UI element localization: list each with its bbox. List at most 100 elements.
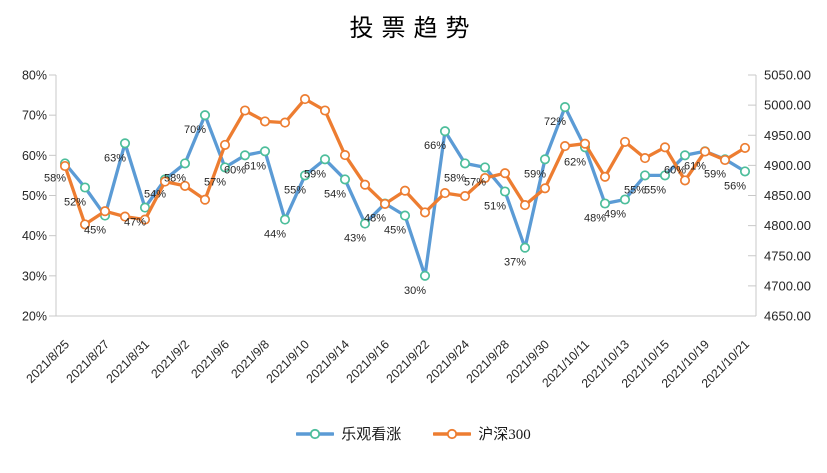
data-label: 54%: [324, 188, 346, 200]
data-point-marker: [559, 141, 571, 152]
y-axis-left-tick-label: 70%: [22, 109, 47, 123]
data-point-marker: [679, 175, 691, 186]
data-point-marker: [679, 150, 691, 161]
data-label: 59%: [304, 168, 326, 180]
data-point-marker: [259, 116, 271, 127]
data-point-marker: [499, 168, 511, 179]
data-label: 52%: [64, 196, 86, 208]
data-point-marker: [339, 150, 351, 161]
y-axis-right-tick-label: 5000.00: [764, 98, 811, 113]
data-point-marker: [339, 174, 351, 185]
data-point-marker: [359, 218, 371, 229]
y-axis-left-tick-label: 50%: [22, 189, 47, 203]
legend-label: 沪深300: [478, 427, 531, 443]
data-point-marker: [519, 200, 531, 211]
data-labels: 58%52%45%63%47%54%58%70%57%60%61%44%55%5…: [44, 116, 746, 297]
y-axis-right-tick-label: 4700.00: [764, 278, 811, 293]
data-point-marker: [279, 117, 291, 128]
legend: 乐观看涨 沪深300: [0, 423, 827, 444]
data-point-marker: [179, 180, 191, 191]
data-point-marker: [59, 160, 71, 172]
data-point-marker: [499, 186, 511, 197]
data-point-marker: [519, 242, 531, 253]
data-point-marker: [79, 182, 91, 193]
x-axis-tick-label: 2021/9/6: [188, 337, 232, 381]
data-point-marker: [99, 206, 111, 217]
legend-item-optimistic: 乐观看涨: [296, 423, 401, 444]
data-label: 44%: [264, 229, 286, 241]
data-label: 61%: [684, 160, 706, 172]
data-point-marker: [139, 202, 151, 213]
x-axis-tick-label: 2021/9/2: [148, 337, 192, 381]
data-point-marker: [219, 162, 231, 173]
data-label: 43%: [344, 233, 366, 245]
series-hs300: [59, 94, 751, 230]
data-point-marker: [479, 172, 491, 184]
data-point-marker: [699, 146, 711, 157]
data-label: 60%: [224, 164, 246, 176]
data-label: 55%: [284, 184, 306, 196]
data-label: 66%: [424, 140, 446, 152]
y-axis-right-tick-label: 5050.00: [764, 68, 811, 83]
y-axis-left-tick-label: 30%: [22, 269, 47, 283]
data-label: 58%: [164, 172, 186, 184]
y-axis-left-tick-label: 20%: [22, 310, 47, 324]
y-axis-left: 80% 70% 60% 50% 40% 30% 20%: [22, 69, 56, 324]
data-point-marker: [139, 214, 151, 225]
data-point-marker: [459, 158, 471, 169]
x-axis-tick-label: 2021/8/31: [104, 337, 153, 386]
data-label: 58%: [44, 172, 66, 184]
data-point-marker: [439, 188, 451, 199]
y-axis-left-tick-label: 60%: [22, 149, 47, 163]
data-point-marker: [159, 176, 171, 187]
legend-label: 乐观看涨: [341, 427, 402, 443]
data-label: 55%: [624, 184, 646, 196]
data-label: 61%: [244, 160, 266, 172]
x-axis: 2021/8/252021/8/272021/8/312021/9/22021/…: [24, 337, 753, 391]
y-axis-right-tick-label: 4650.00: [764, 309, 811, 324]
y-axis-right: 5050.00 5000.00 4950.00 4900.00 4850.00 4800.…: [748, 68, 811, 324]
data-point-marker: [359, 179, 371, 190]
data-point-marker: [659, 170, 671, 181]
data-point-marker: [659, 142, 671, 153]
data-point-marker: [259, 146, 271, 157]
data-point-marker: [419, 207, 431, 218]
data-point-marker: [739, 142, 751, 153]
data-label: 72%: [544, 116, 566, 128]
data-label: 37%: [504, 257, 526, 269]
data-label: 70%: [184, 124, 206, 136]
data-point-marker: [419, 270, 431, 281]
data-point-marker: [739, 166, 751, 177]
data-point-marker: [439, 126, 451, 137]
data-label: 57%: [464, 176, 486, 188]
y-axis-right-tick-label: 4950.00: [764, 128, 811, 143]
data-label: 62%: [564, 156, 586, 168]
data-point-marker: [319, 154, 331, 165]
y-axis-left-tick-label: 40%: [22, 229, 47, 243]
data-label: 56%: [724, 180, 746, 192]
data-point-marker: [479, 162, 491, 173]
data-point-marker: [199, 194, 211, 205]
data-point-marker: [239, 105, 251, 116]
data-point-marker: [399, 185, 411, 196]
data-label: 59%: [704, 168, 726, 180]
data-point-marker: [199, 110, 211, 121]
data-label: 51%: [484, 200, 506, 212]
data-label: 48%: [584, 213, 606, 225]
data-point-marker: [179, 158, 191, 169]
chart-title: 投票趋势: [349, 16, 478, 42]
data-point-marker: [299, 94, 311, 105]
legend-item-hs300: 沪深300: [433, 423, 531, 444]
legend-line-marker-icon: [296, 428, 335, 439]
data-label: 47%: [124, 217, 146, 229]
data-label: 54%: [144, 188, 166, 200]
data-label: 59%: [524, 168, 546, 180]
data-point-marker: [399, 210, 411, 221]
data-label: 60%: [664, 164, 686, 176]
data-point-marker: [639, 153, 651, 164]
data-label: 63%: [104, 152, 126, 164]
legend-line-marker-icon: [433, 428, 472, 439]
y-axis-left-tick-label: 80%: [22, 69, 47, 83]
y-axis-right-tick-label: 4900.00: [764, 158, 811, 173]
